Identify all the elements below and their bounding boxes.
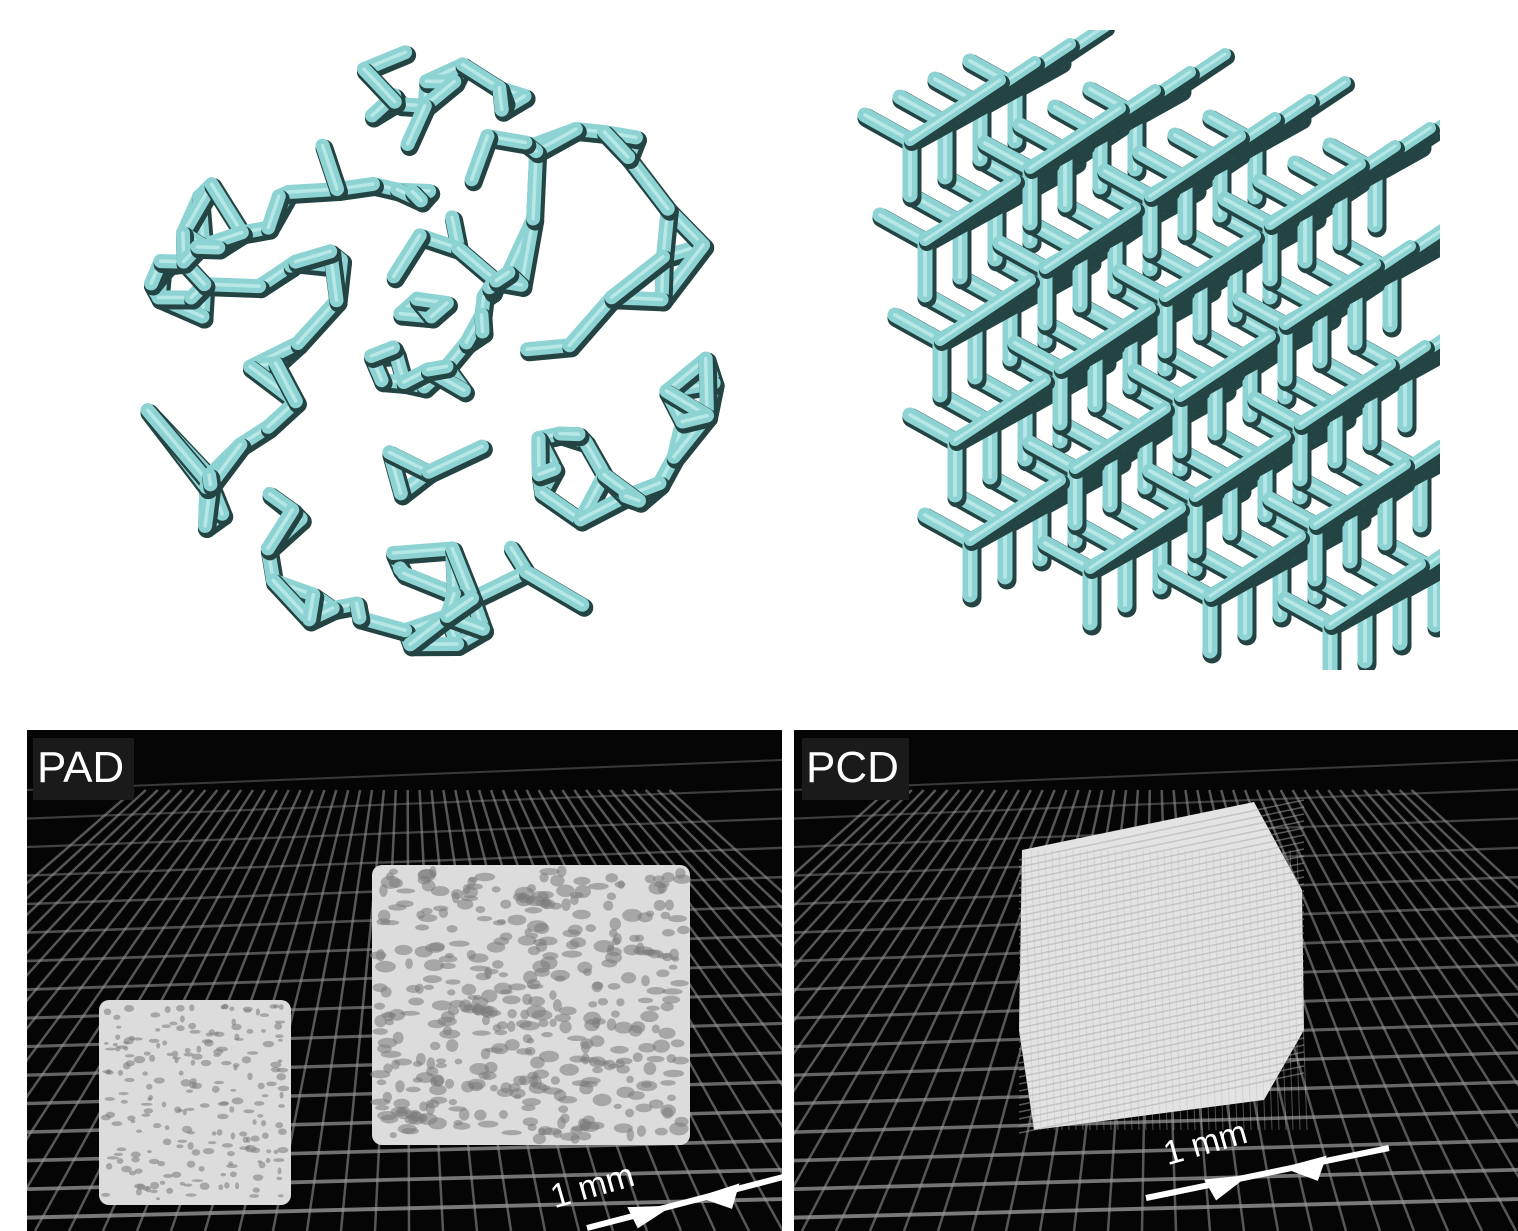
strut-network [140, 45, 725, 657]
strut-lattice [857, 30, 1440, 670]
scale-bar-arrows [586, 1174, 782, 1231]
pad-sample-photo: PAD 1 mm [27, 730, 782, 1231]
panel-label-pcd: PCD [802, 738, 909, 800]
amorphous-network-render [140, 45, 725, 657]
foam-samples [99, 865, 692, 1205]
scale-bar-arrows [1145, 1145, 1390, 1201]
lattice-sample [1018, 799, 1308, 1134]
crystalline-lattice-render [857, 30, 1440, 670]
panel-label-pad: PAD [33, 738, 135, 800]
pcd-photo-scene [794, 759, 1518, 1231]
pad-photo-scene [27, 759, 782, 1231]
pcd-sample-photo: PCD 1 mm [794, 730, 1518, 1231]
